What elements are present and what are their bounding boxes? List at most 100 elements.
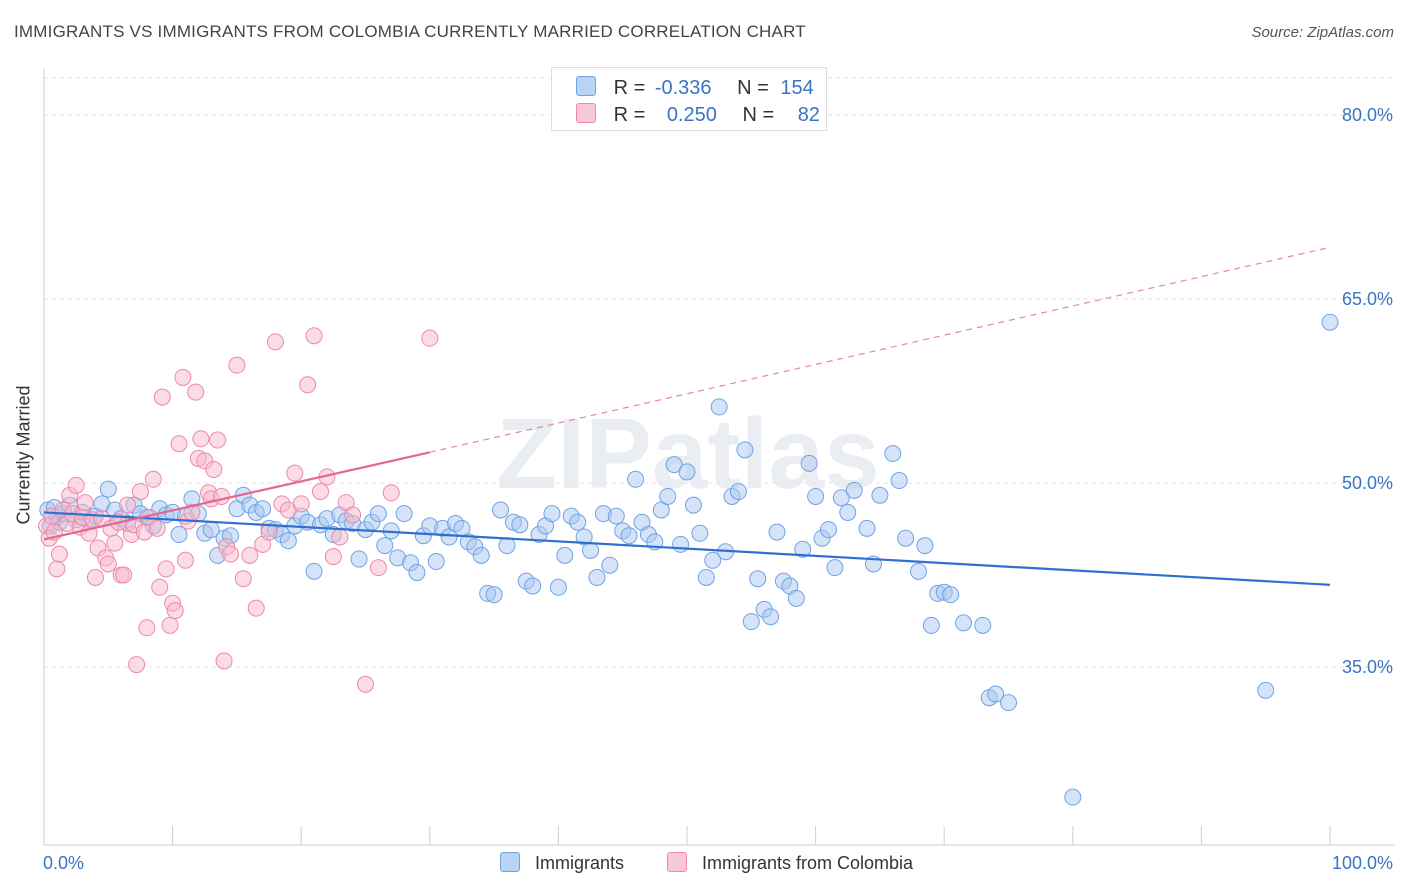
series-legend-swatch-colombia [667, 852, 687, 872]
legend-n-value: 82 [797, 104, 820, 126]
y-tick-label: 65.0% [1342, 289, 1393, 309]
data-point [498, 537, 516, 555]
x-tick-label-min: 0.0% [43, 853, 84, 873]
data-point [176, 551, 194, 569]
legend-r-value: -0.336 [654, 77, 712, 99]
data-point [395, 505, 413, 523]
data-point [357, 675, 374, 693]
data-point [369, 559, 387, 577]
data-point [427, 553, 445, 571]
data-point [768, 523, 786, 541]
data-point [138, 619, 156, 637]
data-point [76, 494, 94, 512]
data-point [299, 376, 317, 394]
data-point [485, 586, 503, 604]
data-point [1000, 694, 1017, 712]
data-point [350, 550, 368, 568]
data-point [170, 526, 188, 544]
data-point [890, 472, 908, 490]
data-point [119, 496, 137, 514]
data-point [710, 398, 728, 416]
data-point [909, 562, 927, 580]
data-point [279, 532, 297, 550]
data-point [684, 496, 702, 514]
data-point [254, 500, 272, 518]
data-point [1257, 681, 1275, 699]
correlation-legend: R = -0.336 N = 154 R = 0.250 N = 82 [551, 67, 827, 131]
legend-r-value: 0.250 [666, 104, 717, 126]
data-point [588, 568, 606, 586]
trend-lines [43, 246, 1331, 586]
data-point [794, 540, 812, 558]
data-point [845, 481, 863, 499]
data-point [800, 454, 818, 472]
data-point [704, 551, 722, 569]
data-point [228, 356, 246, 374]
legend-n-label: N = [742, 104, 775, 126]
data-point [807, 487, 825, 505]
data-point [157, 560, 175, 578]
source-label: Source: ZipAtlas.com [1251, 24, 1394, 41]
data-point [331, 528, 349, 546]
data-point [665, 456, 683, 474]
data-point [209, 431, 227, 449]
data-point [205, 460, 223, 478]
data-point [369, 505, 387, 523]
legend-swatch-colombia [576, 103, 596, 123]
data-point [627, 470, 645, 488]
legend-n-label: N = [737, 77, 769, 99]
x-tick-label-max: 100.0% [1332, 853, 1393, 873]
data-point [1064, 788, 1082, 806]
data-point [408, 564, 426, 582]
data-point [897, 529, 915, 547]
data-point [99, 480, 117, 498]
axes [43, 68, 1395, 846]
data-point [762, 608, 780, 626]
data-point [524, 577, 542, 595]
data-point [153, 388, 171, 406]
data-point [839, 503, 857, 521]
data-point [305, 562, 323, 580]
series-legend-colombia: Immigrants from Colombia [667, 852, 913, 874]
data-point [192, 430, 210, 448]
data-point [472, 546, 490, 564]
series-legend-swatch-immigrants [500, 852, 520, 872]
data-point [48, 560, 66, 578]
data-point [620, 527, 638, 545]
data-point [311, 483, 329, 501]
data-point [247, 599, 265, 617]
y-axis-label: Currently Married [14, 385, 35, 524]
data-point [871, 486, 889, 504]
data-point [115, 566, 133, 584]
trend-line-immigrants [43, 511, 1331, 586]
data-point [86, 568, 104, 586]
data-point [884, 445, 902, 463]
data-point [187, 383, 205, 401]
data-point [672, 535, 690, 553]
data-point [376, 537, 394, 555]
data-point [286, 464, 304, 482]
series-legend: Immigrants Immigrants from Colombia [0, 852, 1406, 878]
data-point [106, 534, 124, 552]
data-point [151, 578, 169, 596]
data-point [987, 685, 1005, 703]
data-point [954, 614, 972, 632]
data-point [974, 616, 992, 634]
x-tick-labels: 0.0% 100.0% [43, 853, 1393, 873]
data-point [678, 463, 696, 481]
data-point [241, 546, 259, 564]
data-point [916, 537, 934, 555]
data-point [582, 541, 600, 559]
data-point [212, 487, 230, 505]
data-point [292, 495, 310, 513]
series-legend-label-colombia: Immigrants from Colombia [702, 853, 914, 873]
data-point [128, 656, 146, 674]
data-point [742, 613, 760, 631]
data-point [556, 546, 574, 564]
data-point [421, 329, 439, 347]
data-point [691, 524, 709, 542]
data-point [50, 545, 68, 563]
data-point [607, 507, 625, 525]
data-point [1321, 313, 1339, 331]
data-point [858, 519, 876, 537]
